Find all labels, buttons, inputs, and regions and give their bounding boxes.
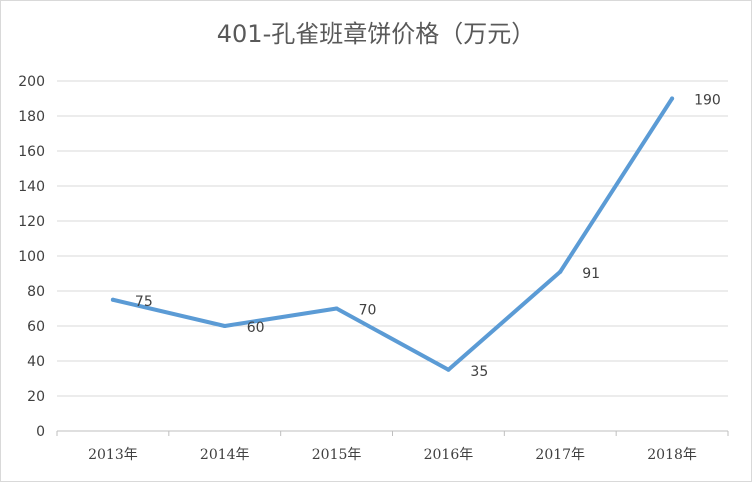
data-point [110, 297, 115, 302]
data-label: 91 [582, 266, 600, 282]
data-label: 35 [470, 364, 488, 380]
x-tick-label: 2014年 [200, 447, 250, 463]
x-tick-label: 2013年 [88, 447, 138, 463]
chart-title: 401-孔雀班章饼价格（万元） [216, 20, 536, 48]
data-point [558, 269, 563, 274]
x-tick-label: 2015年 [312, 447, 362, 463]
data-labels: 75 60 70 35 91 190 [135, 93, 721, 380]
y-tick-label: 20 [27, 389, 45, 405]
data-label: 60 [247, 320, 265, 336]
y-tick-label: 160 [18, 144, 45, 160]
y-tick-label: 180 [18, 109, 45, 125]
x-axis-ticks: 2013年 2014年 2015年 2016年 2017年 2018年 [56, 431, 729, 463]
gridlines [57, 80, 728, 432]
series-layer [110, 96, 675, 372]
y-tick-label: 200 [18, 74, 45, 90]
series-line [110, 96, 675, 372]
y-tick-label: 0 [36, 424, 45, 440]
y-tick-label: 40 [27, 354, 45, 370]
data-point [334, 306, 339, 311]
x-tick-label: 2018年 [647, 447, 697, 463]
data-point [670, 96, 675, 101]
x-tick-label: 2017年 [535, 447, 585, 463]
y-tick-label: 120 [18, 214, 45, 230]
data-label: 75 [135, 294, 153, 310]
y-axis-ticks: 0 20 40 60 80 100 120 140 160 180 200 [18, 74, 45, 440]
y-tick-label: 140 [18, 179, 45, 195]
data-point [446, 367, 451, 372]
y-tick-label: 100 [18, 249, 45, 265]
y-tick-label: 60 [27, 319, 45, 335]
data-point [222, 324, 227, 328]
x-tick-label: 2016年 [424, 447, 474, 463]
data-label: 190 [694, 93, 721, 109]
y-tick-label: 80 [27, 284, 45, 300]
data-label: 70 [359, 303, 377, 319]
